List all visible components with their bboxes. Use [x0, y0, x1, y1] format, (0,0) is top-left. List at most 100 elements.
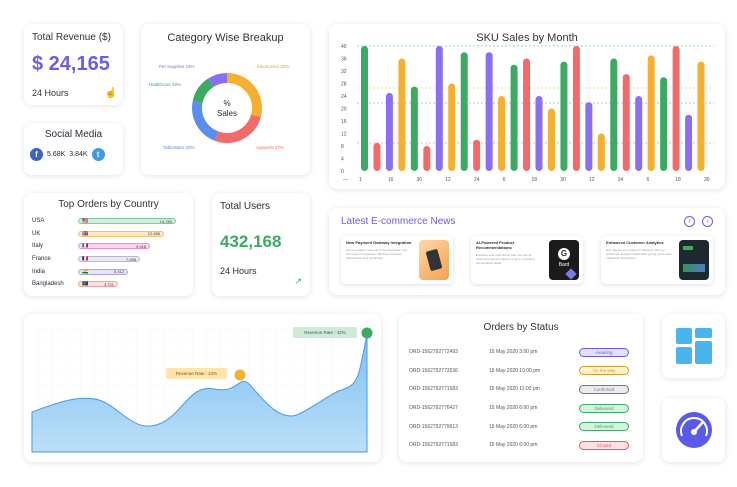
sku-bar[interactable]: [660, 77, 668, 171]
order-row[interactable]: ORD-1562792771583 15 May 2020 6:00 pm Clos…: [409, 436, 633, 455]
sku-bar[interactable]: [535, 96, 543, 171]
sku-bar[interactable]: [398, 58, 406, 172]
area-series: [31, 333, 368, 453]
flag-icon: 🇮🇳: [82, 268, 89, 275]
news-item-title: New Payment Gateway Integration: [346, 240, 412, 245]
x-tick-label: 30: [560, 177, 566, 183]
twitter-icon[interactable]: t: [91, 148, 105, 161]
sku-bar[interactable]: [423, 146, 431, 171]
sku-bar[interactable]: [485, 52, 493, 171]
sku-bar[interactable]: [510, 64, 518, 171]
news-item-title: AI-Powered Product Recommendations: [476, 240, 515, 250]
order-date: 15 May 2020 10:00 pm: [489, 367, 541, 374]
sku-bar[interactable]: [361, 46, 368, 171]
sku-bar[interactable]: [373, 142, 381, 171]
sku-bar[interactable]: [622, 74, 630, 171]
country-value: 7,598: [125, 256, 136, 262]
flag-icon: 🇬🇧: [82, 230, 89, 237]
order-row[interactable]: ORD-1562792779613 15 May 2020 6:00 pm Deli…: [409, 417, 633, 436]
flag-icon: 🇫🇷: [82, 256, 89, 263]
marker-point-1[interactable]: [234, 369, 246, 381]
y-tick-label: 36: [341, 57, 347, 63]
order-date: 15 May 2020 11:00 pm: [489, 386, 540, 393]
sku-bar[interactable]: [685, 114, 693, 171]
sku-bar[interactable]: [697, 61, 705, 171]
sku-bar[interactable]: [560, 61, 568, 171]
users-value: 432,168: [220, 232, 282, 251]
order-id: ORD-1562792771583: [409, 386, 458, 393]
x-tick-label: 30: [417, 177, 423, 183]
facebook-icon[interactable]: f: [30, 148, 43, 161]
sku-bar[interactable]: [448, 83, 456, 172]
bard-logo-image: G Bard: [549, 240, 579, 280]
flag-icon: 🇮🇹: [82, 243, 89, 250]
country-name: India: [32, 268, 46, 275]
x-tick-label: 6: [647, 177, 650, 183]
label-pet: Pet Supplies 16%: [159, 64, 195, 69]
sku-sales-card: SKU Sales by Month 40 36 32 28 24 20 16 12 8 4 0 1 1…: [329, 24, 725, 189]
sku-bar[interactable]: [523, 58, 531, 172]
sku-title: SKU Sales by Month: [476, 32, 578, 44]
sku-bar[interactable]: [385, 92, 393, 171]
news-item-title: Enhanced Customer Analytics: [606, 240, 664, 245]
speedometer-icon: [675, 412, 712, 448]
sku-bar[interactable]: [547, 108, 555, 172]
country-value: 3,721: [103, 281, 114, 287]
sku-bar[interactable]: [410, 86, 418, 171]
sku-bar[interactable]: [435, 46, 443, 171]
y-tick-label: 32: [341, 69, 347, 75]
status-badge: Confirmed: [579, 384, 629, 394]
news-item-1[interactable]: New Payment Gateway Integration We're ex…: [341, 236, 453, 284]
sku-bar[interactable]: [597, 133, 605, 172]
country-bar: 🇺🇸 14,780: [78, 218, 176, 225]
country-bar: 🇧🇩 3,721: [78, 281, 118, 288]
news-next-button[interactable]: ›: [702, 216, 713, 227]
revenue-period: 24 Hours: [32, 88, 69, 98]
revenue-rate-tooltip-2: Revenue Rate : 42%: [293, 327, 357, 338]
news-item-desc: We're excited to announce the integratio…: [346, 248, 408, 260]
order-row[interactable]: ORD-1562792771583 15 May 2020 11:00 pm Con…: [409, 380, 633, 399]
news-prev-button[interactable]: ‹: [684, 216, 695, 227]
speed-widget-card[interactable]: [662, 398, 725, 462]
y-tick-label: 4: [341, 157, 344, 163]
y-tick-label: 8: [341, 144, 344, 150]
x-axis-dash: —: [343, 177, 348, 183]
news-item-desc: Dive deeper into customer behavior with …: [606, 248, 672, 260]
sku-bar[interactable]: [672, 46, 680, 171]
sku-bar[interactable]: [585, 102, 593, 171]
country-value: 9,918: [135, 243, 146, 249]
sku-bar[interactable]: [635, 96, 643, 171]
layout-widget-card[interactable]: [662, 314, 725, 378]
news-item-2[interactable]: AI-Powered Product Recommendations Enhan…: [471, 236, 583, 284]
label-electronics: Electronics 32%: [257, 64, 290, 69]
payment-terminal-image: [419, 240, 449, 280]
revenue-card: Total Revenue ($) $ 24,165 24 Hours ☝: [24, 24, 123, 105]
sku-bar[interactable]: [610, 58, 618, 172]
orders-status-title: Orders by Status: [483, 322, 559, 333]
news-item-3[interactable]: Enhanced Customer Analytics Dive deeper …: [601, 236, 713, 284]
x-tick-label: 12: [589, 177, 595, 183]
category-card: Category Wise Breakup % Sales Pet Suppli…: [141, 24, 310, 175]
sku-bar[interactable]: [572, 46, 580, 171]
sku-bar[interactable]: [460, 52, 468, 171]
social-title: Social Media: [44, 129, 103, 140]
category-donut-chart: [192, 73, 262, 143]
status-badge: Delivered: [579, 422, 629, 432]
y-tick-label: 20: [341, 107, 347, 113]
order-row[interactable]: ORD-1562792776427 15 May 2020 6:00 pm Deli…: [409, 399, 633, 418]
sku-bar[interactable]: [473, 139, 481, 171]
marker-point-2[interactable]: [361, 327, 373, 339]
trend-up-icon: ↗: [294, 276, 302, 286]
order-row[interactable]: ORD-1562792772493 15 May 2020 3:00 pm Awai…: [409, 343, 633, 362]
facebook-count: 5.68K: [47, 151, 66, 158]
status-badge: On the way: [579, 366, 629, 376]
country-row: USA 🇺🇸 14,780: [32, 215, 185, 228]
hand-pointer-icon[interactable]: ☝: [104, 88, 117, 99]
country-row: Bangladesh 🇧🇩 3,721: [32, 278, 185, 291]
order-row[interactable]: ORD-1562792773536 15 May 2020 10:00 pm On …: [409, 362, 633, 381]
sku-bar[interactable]: [647, 55, 655, 171]
sku-bar[interactable]: [498, 96, 506, 171]
country-value: 5,412: [113, 269, 124, 275]
country-row: UK 🇬🇧 12,486: [32, 228, 185, 241]
bard-label: Bard: [558, 262, 570, 268]
